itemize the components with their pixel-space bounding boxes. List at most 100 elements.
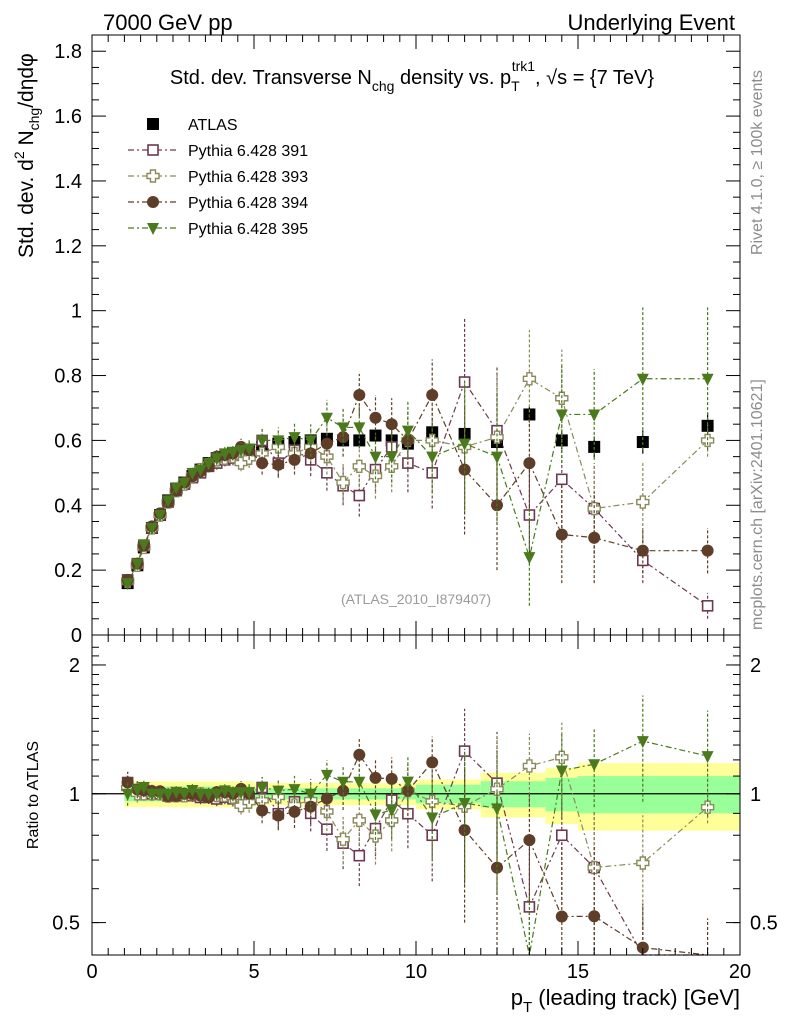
data-point-p395 — [701, 373, 714, 386]
data-point-atlas — [353, 434, 366, 447]
data-point-p393 — [587, 501, 601, 516]
ratio-point-p393 — [522, 759, 537, 773]
main-y-axis: 0 0.2 0.4 0.6 0.8 1 1.2 1.4 1.6 1.8 — [54, 34, 740, 647]
ratio-point-p391 — [426, 829, 439, 842]
ratio-point-p395 — [288, 784, 301, 797]
data-point-p395 — [131, 558, 144, 571]
data-point-p395 — [178, 477, 191, 490]
main-y-tick-label: 1.4 — [54, 171, 82, 193]
ratio-y-tick-label-left: 2 — [69, 655, 80, 677]
xlabel-sub: T — [523, 999, 532, 1016]
data-point-p393 — [700, 433, 715, 448]
ylabel-sub: chg — [26, 108, 42, 131]
legend-marker-p393 — [146, 169, 160, 183]
data-point-p395 — [170, 482, 183, 495]
data-point-p394 — [426, 389, 439, 401]
ratio-point-p395 — [194, 788, 207, 801]
data-point-p395 — [145, 522, 158, 535]
ratio-point-p395 — [121, 788, 134, 801]
ratio-point-p394 — [385, 772, 398, 785]
x-axis-label: pT (leading track) [GeV] — [511, 985, 740, 1016]
legend-marker-p391 — [147, 144, 159, 156]
title-sup-trk1: trk1 — [512, 58, 536, 74]
ylabel-sup: 2 — [11, 151, 27, 159]
side-label-rivet: Rivet 4.1.0, ≥ 100k events — [749, 70, 766, 255]
series-line-p395 — [127, 378, 708, 584]
data-point-p395 — [210, 453, 223, 466]
series-line-p393 — [127, 377, 709, 582]
data-point-p393 — [352, 459, 366, 474]
ratio-point-p394 — [337, 784, 350, 797]
data-point-p393 — [490, 430, 504, 444]
data-point-p394 — [337, 431, 350, 444]
ratio-line-p395 — [127, 740, 708, 956]
ratio-point-p393 — [490, 782, 504, 796]
data-point-p395 — [401, 425, 414, 438]
data-point-p395 — [555, 409, 568, 422]
ratio-point-p394 — [458, 824, 471, 837]
data-point-p395 — [162, 495, 175, 508]
data-point-p395 — [426, 451, 439, 464]
ratio-point-p394 — [401, 784, 414, 797]
xlabel-part-1: p — [511, 985, 523, 1010]
data-point-atlas — [369, 429, 382, 442]
ratio-point-p395 — [401, 776, 414, 789]
data-point-p395 — [272, 435, 285, 448]
ratio-y-axis-label: Ratio to ATLAS — [25, 741, 42, 849]
ratio-point-p395 — [137, 782, 150, 795]
legend-marker-atlas — [147, 118, 159, 130]
analysis-watermark: (ATLAS_2010_I879407) — [341, 591, 491, 607]
data-point-p394 — [555, 528, 568, 541]
main-y-tick-label: 0.6 — [54, 430, 82, 452]
main-data-marks — [120, 307, 715, 619]
ratio-point-p395 — [555, 765, 568, 778]
main-plot-panel: 0 0.2 0.4 0.6 0.8 1 1.2 1.4 1.6 1.8 Std. dev. Tra… — [11, 34, 741, 647]
ratio-y-tick-label-left: 0.5 — [52, 913, 80, 935]
ratio-point-p394 — [272, 809, 285, 822]
ratio-point-p395 — [256, 782, 269, 795]
chart-title: Std. dev. Transverse Nchg density vs. pT… — [170, 58, 654, 94]
data-point-p394 — [369, 411, 382, 424]
ratio-point-p395 — [369, 809, 382, 822]
ratio-point-p395 — [320, 769, 333, 782]
ratio-point-p395 — [226, 787, 239, 800]
x-tick-label: 15 — [567, 961, 589, 983]
data-point-p391 — [701, 600, 714, 612]
data-point-p395 — [523, 552, 536, 565]
ratio-point-p395 — [636, 736, 649, 749]
ratio-point-p395 — [210, 788, 223, 801]
ylabel-part-3: /dηdφ — [15, 53, 38, 108]
ratio-x-axis: 0 5 10 15 20 — [86, 635, 751, 983]
ratio-point-p394 — [369, 771, 382, 784]
ratio-point-p395 — [588, 759, 601, 772]
data-point-p394 — [320, 437, 333, 450]
ratio-point-p394 — [256, 804, 269, 817]
main-y-tick-label: 1.6 — [54, 106, 82, 128]
ratio-band-inner — [578, 776, 740, 814]
ratio-point-p395 — [162, 788, 175, 801]
ratio-point-p393 — [352, 813, 366, 828]
ratio-point-p393 — [385, 813, 399, 828]
main-y-tick-label: 0 — [71, 625, 82, 647]
ratio-y-tick-label-left: 1 — [69, 784, 80, 806]
data-point-p395 — [353, 422, 366, 435]
ratio-point-p395 — [701, 751, 714, 764]
data-point-p395 — [458, 438, 471, 451]
ratio-line-p394 — [127, 753, 708, 956]
data-point-p394 — [636, 544, 649, 557]
data-point-p394 — [385, 418, 398, 431]
ratio-y-tick-label-right: 0.5 — [750, 913, 778, 935]
ratio-point-p395 — [186, 785, 199, 798]
data-point-p391 — [353, 489, 366, 502]
legend-label-atlas: ATLAS — [188, 117, 238, 134]
data-point-p393 — [522, 372, 537, 386]
side-label-mcplots: mcplots.cern.ch [arXiv:2401.10621] — [749, 379, 766, 630]
main-x-ticks — [91, 35, 741, 635]
ratio-point-p394 — [320, 792, 333, 805]
legend-label-p394: Pythia 6.428 394 — [188, 195, 308, 212]
main-y-tick-label: 1.2 — [54, 236, 82, 258]
ratio-point-p395 — [385, 804, 398, 817]
ratio-point-p395 — [154, 788, 167, 801]
ratio-point-p395 — [426, 812, 439, 825]
